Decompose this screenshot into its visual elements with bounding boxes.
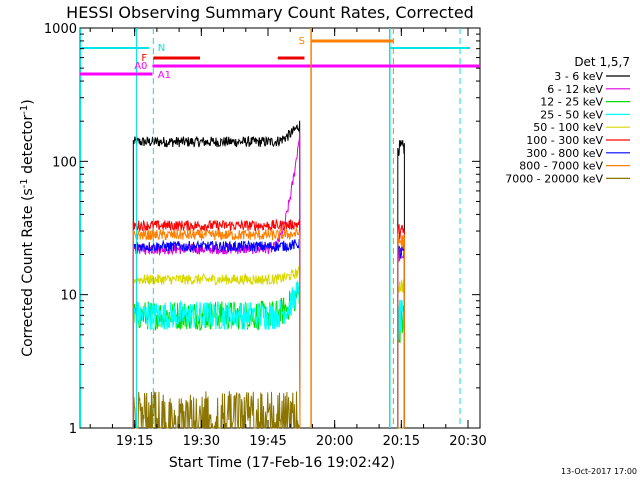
axes: 1 10 100 1000 19:15 19:30 19:45 20:00 20:15 20:30 [44,22,487,449]
x-axis-label: Start Time (17-Feb-16 19:02:42) [169,455,395,471]
y-axis-label-part1: Corrected Count Rate (s [20,188,36,356]
series-line-segment [397,224,405,428]
series-line [132,238,301,429]
legend-label: 7000 - 20000 keV [505,172,603,185]
legend-label: 300 - 800 keV [526,147,603,160]
x-tick-label: 19:30 [183,434,220,449]
series-line-segment [397,279,405,428]
series-line [132,218,301,429]
x-tick-label: 19:45 [249,434,286,449]
legend-label: 800 - 7000 keV [519,160,603,173]
series-line-segment [397,233,405,428]
flag-label-a0: A0 [134,61,147,72]
y-tick-label: 100 [52,155,77,170]
legend-label: 100 - 300 keV [526,134,603,147]
series-line-segment [397,299,405,428]
legend-label: 25 - 50 keV [540,108,603,121]
y-axis-label: Corrected Count Rate (s-1 detector-1) [19,99,37,356]
x-tick-label: 20:15 [383,434,420,449]
y-tick-label: 1000 [44,22,77,37]
legend-label: 50 - 100 keV [533,121,603,134]
y-tick-label: 10 [60,289,77,304]
series-line [132,227,301,429]
chart-title: HESSI Observing Summary Count Rates, Cor… [66,3,474,22]
x-tick-label: 19:15 [116,434,153,449]
legend-title: Det 1,5,7 [574,55,630,69]
y-axis-label-sup2: -1 [19,105,30,115]
y-axis-label-sup1: -1 [19,178,30,188]
series-line [132,266,301,429]
series-line [132,391,300,430]
series-line [132,279,301,429]
legend-label: 6 - 12 keV [547,83,603,96]
x-tick-label: 20:30 [449,434,486,449]
flag-label-s: S [299,36,305,47]
series-line-segment [397,140,405,428]
y-axis-label-part3: ) [20,99,36,104]
footer-date: 13-Oct-2017 17:00 [561,467,637,476]
series-layer [132,120,405,430]
y-tick-label: 1 [69,422,77,437]
x-tick-label: 20:00 [316,434,353,449]
flag-label-f: F [141,53,147,64]
legend-label: 3 - 6 keV [554,70,603,83]
flag-label-n: N [158,43,165,54]
legend-label: 12 - 25 keV [540,96,603,109]
flag-label-a1: A1 [158,70,171,81]
series-line [132,120,301,429]
y-axis-label-part2: detector [20,115,36,179]
